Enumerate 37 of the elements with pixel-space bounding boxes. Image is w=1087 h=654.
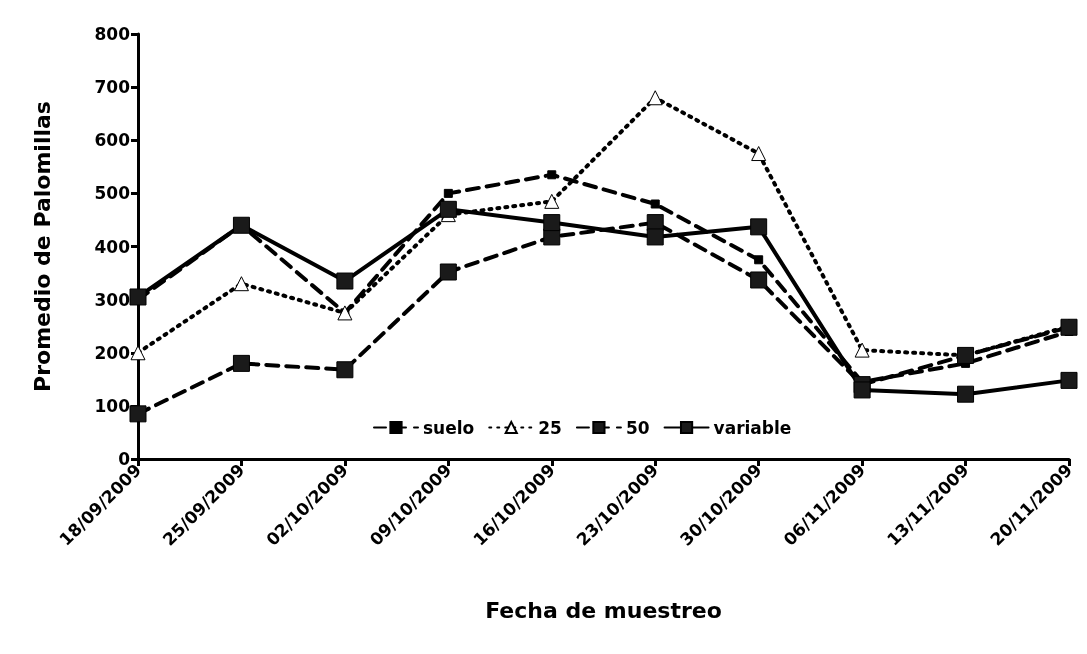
point xyxy=(1060,371,1078,389)
y-tick-label: 600 xyxy=(94,130,131,151)
point xyxy=(336,361,354,379)
point xyxy=(232,354,250,372)
legend-label: suelo xyxy=(423,417,475,438)
y-tick-label: 400 xyxy=(94,236,131,257)
y-tick-label: 800 xyxy=(94,24,131,44)
legend-label: 25 xyxy=(538,417,562,438)
point xyxy=(647,90,663,106)
y-tick-label: 500 xyxy=(94,183,131,204)
point xyxy=(443,188,453,198)
point xyxy=(439,263,457,281)
legend-label: variable xyxy=(713,417,792,438)
point xyxy=(754,255,764,265)
y-tick-label: 100 xyxy=(94,395,131,416)
point xyxy=(547,170,557,180)
point xyxy=(751,146,767,162)
point xyxy=(544,193,560,209)
y-axis-title: Promedio de Palomillas xyxy=(29,101,55,392)
point xyxy=(233,276,249,292)
legend-label: 50 xyxy=(625,417,650,438)
point xyxy=(646,228,664,246)
point xyxy=(854,342,870,358)
point xyxy=(957,385,975,403)
point xyxy=(750,218,768,236)
point xyxy=(129,405,147,423)
point xyxy=(750,271,768,289)
point xyxy=(650,199,660,209)
point xyxy=(853,381,871,399)
x-axis-title: Fecha de muestreo xyxy=(485,597,722,623)
y-tick-label: 700 xyxy=(94,77,131,98)
point xyxy=(439,200,457,218)
y-tick-label: 300 xyxy=(94,289,131,310)
point xyxy=(543,214,561,232)
point xyxy=(129,288,147,306)
point xyxy=(336,272,354,290)
y-tick-label: 200 xyxy=(94,342,131,363)
